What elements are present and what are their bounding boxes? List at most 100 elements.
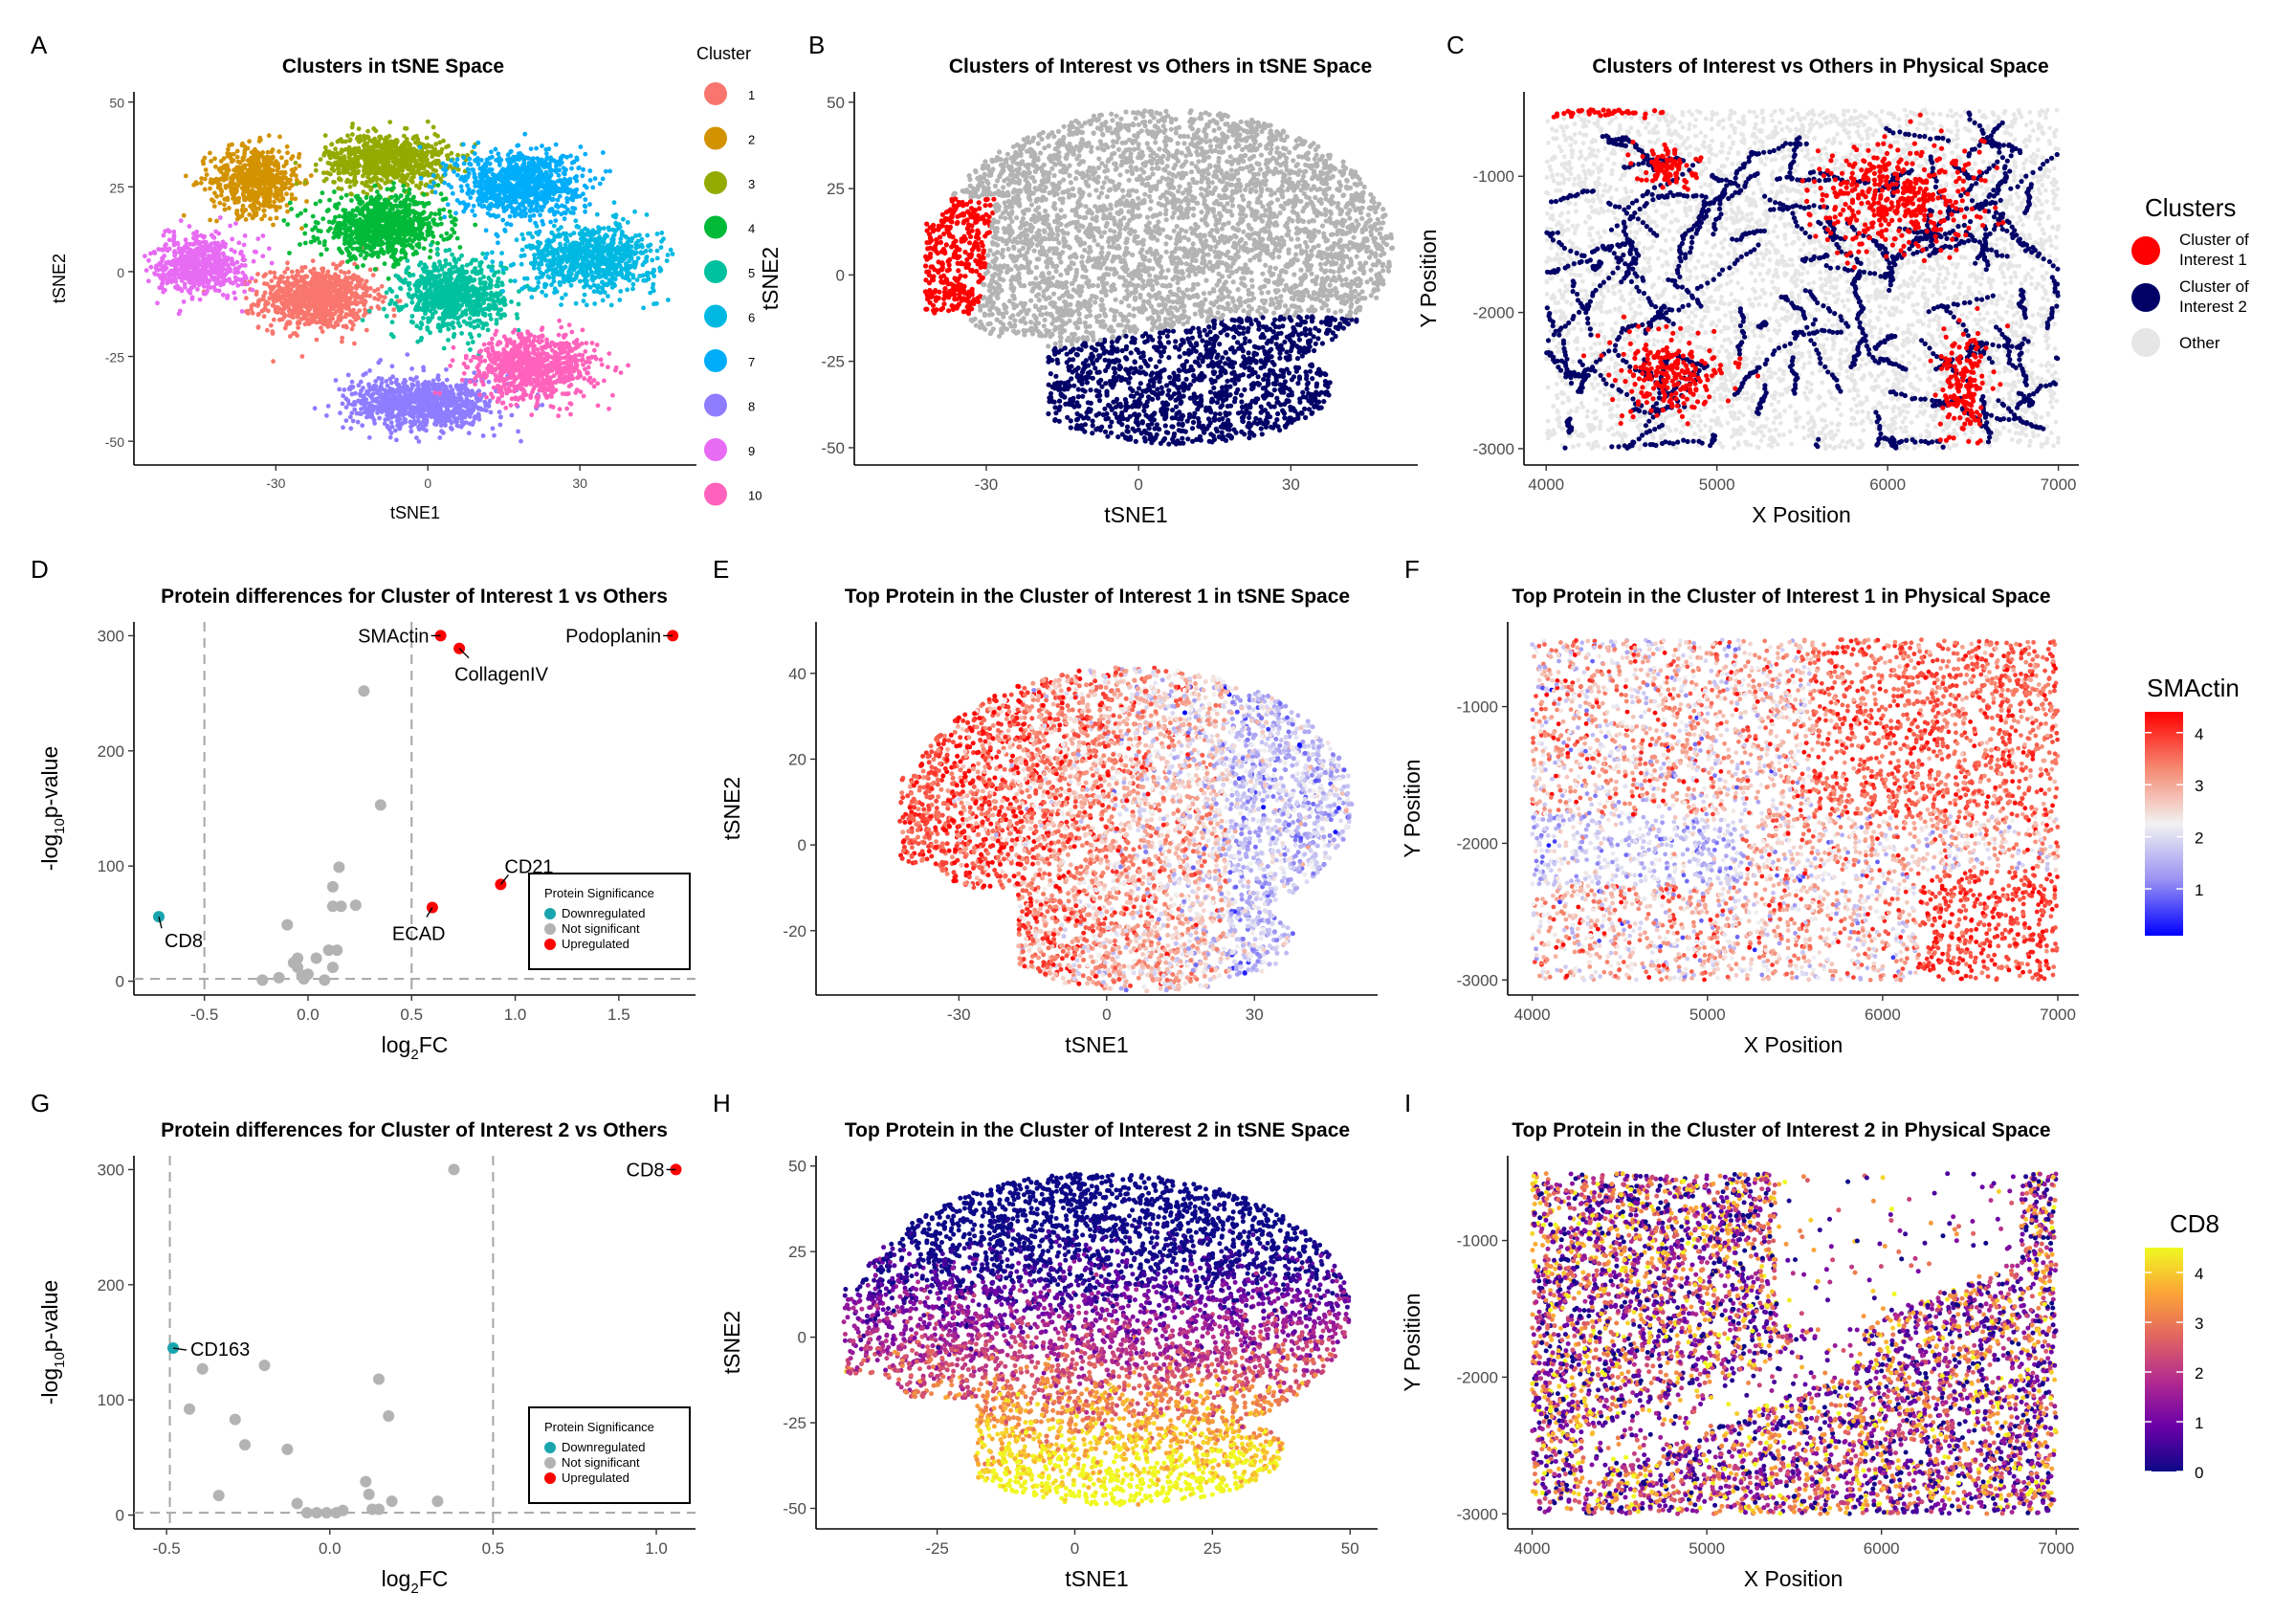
cluster-point	[457, 272, 462, 277]
cluster-point	[645, 232, 651, 238]
cluster-point	[386, 148, 392, 154]
cluster-point	[423, 280, 429, 286]
cluster-point	[608, 302, 614, 308]
cluster-point	[399, 210, 405, 214]
cluster-point	[421, 301, 427, 307]
cluster-point	[281, 218, 287, 223]
cluster-point	[360, 318, 365, 322]
cluster-point	[396, 147, 402, 153]
cluster-point	[349, 312, 354, 317]
cluster-point	[600, 248, 606, 254]
cluster-point	[300, 275, 306, 280]
cluster-point	[459, 331, 464, 336]
cluster-point	[398, 178, 403, 184]
cluster-point	[337, 213, 342, 219]
cluster-point	[231, 196, 235, 201]
cluster-point	[375, 287, 381, 292]
cluster-point	[228, 152, 233, 158]
cluster-point	[496, 283, 500, 289]
cluster-point	[432, 189, 438, 195]
cluster-point	[555, 271, 560, 277]
cluster-point	[364, 142, 370, 146]
cluster-point	[574, 256, 580, 261]
cluster-point	[342, 208, 348, 213]
cluster-point	[256, 153, 262, 159]
cluster-point	[465, 299, 471, 303]
cluster-point	[313, 201, 319, 207]
cluster-point	[408, 319, 414, 324]
cluster-point	[405, 258, 410, 263]
cluster-point	[358, 148, 364, 154]
cluster-point	[412, 164, 418, 169]
cluster-point	[402, 133, 407, 139]
cluster-point	[318, 229, 323, 234]
cluster-point	[533, 220, 538, 226]
cluster-point	[347, 137, 353, 143]
cluster-point	[386, 276, 391, 281]
cluster-point	[349, 326, 355, 332]
cluster-point	[340, 250, 344, 255]
cluster-point	[414, 280, 420, 285]
cluster-point	[349, 217, 354, 223]
cluster-point	[279, 300, 284, 305]
cluster-point	[301, 303, 306, 309]
cluster-point	[389, 320, 395, 325]
cluster-point	[432, 132, 438, 137]
cluster-point	[519, 261, 524, 267]
cluster-point	[279, 155, 284, 161]
cluster-point	[435, 252, 440, 257]
cluster-point	[644, 212, 650, 217]
cluster-point	[421, 246, 427, 252]
cluster-point	[343, 323, 349, 329]
cluster-point	[404, 125, 409, 131]
cluster-point	[385, 187, 390, 192]
cluster-point	[595, 255, 600, 261]
cluster-point	[278, 278, 283, 284]
cluster-point	[429, 292, 434, 297]
cluster-point	[613, 228, 618, 233]
cluster-point	[404, 270, 409, 276]
cluster-point	[208, 150, 212, 156]
cluster-point	[267, 183, 273, 188]
cluster-point	[450, 281, 455, 287]
cluster-point	[440, 284, 446, 289]
cluster-point	[557, 279, 563, 285]
cluster-point	[362, 312, 367, 317]
cluster-point	[223, 171, 229, 177]
cluster-point	[384, 205, 389, 210]
cluster-point	[448, 213, 453, 219]
y-tick-label: 0	[117, 265, 124, 280]
cluster-point	[435, 173, 440, 178]
cluster-point	[355, 264, 360, 270]
cluster-point	[299, 291, 305, 296]
cluster-point	[640, 273, 646, 278]
cluster-point	[201, 161, 207, 166]
cluster-point	[488, 317, 494, 321]
cluster-point	[530, 234, 535, 240]
cluster-point	[475, 303, 480, 309]
cluster-point	[426, 316, 430, 321]
cluster-point	[470, 257, 475, 263]
cluster-point	[515, 316, 520, 321]
cluster-point	[501, 296, 506, 301]
cluster-point	[352, 145, 358, 151]
cluster-point	[339, 315, 344, 321]
cluster-point	[404, 137, 409, 143]
cluster-point	[646, 243, 651, 249]
cluster-point	[264, 327, 270, 333]
cluster-point	[381, 171, 386, 177]
cluster-point	[442, 214, 447, 220]
cluster-point	[285, 260, 290, 266]
cluster-point	[313, 162, 319, 167]
cluster-point	[559, 270, 563, 276]
cluster-point	[337, 228, 342, 233]
cluster-point	[415, 215, 421, 221]
cluster-point	[425, 149, 430, 155]
cluster-point	[358, 253, 364, 257]
cluster-point	[563, 292, 568, 298]
cluster-point	[466, 278, 472, 284]
cluster-point	[374, 144, 380, 149]
cluster-point	[298, 286, 304, 291]
cluster-point	[337, 170, 342, 176]
cluster-point	[210, 197, 214, 203]
